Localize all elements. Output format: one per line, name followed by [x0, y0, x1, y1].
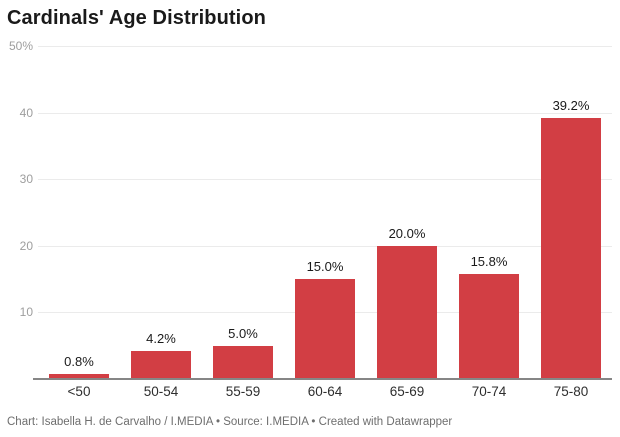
x-tick-label-75-80: 75-80: [553, 384, 589, 399]
bar-60-64: [295, 279, 355, 379]
y-tick-label-50: 50%: [8, 39, 33, 53]
chart-attribution: Chart: Isabella H. de Carvalho / I.MEDIA…: [7, 416, 453, 428]
x-tick-label-60-64: 60-64: [307, 384, 343, 399]
bar-series: 0.8% 4.2% 5.0% 15.0% 20.0% 15.8% 39.2%: [38, 46, 612, 379]
bar-55-59: [213, 345, 273, 379]
y-tick-label-40: 40: [19, 105, 33, 120]
y-tick-label-20: 20: [19, 238, 33, 253]
bar-<50: [49, 373, 109, 379]
bar-70-74: [459, 273, 519, 379]
bar-column-50-54: 4.2%: [120, 46, 202, 379]
y-tick-label-10: 10: [19, 305, 33, 320]
x-tick-label-55-59: 55-59: [225, 384, 261, 399]
bar-value-label-75-80: 39.2%: [552, 97, 590, 113]
bar-column-60-64: 15.0%: [284, 46, 366, 379]
x-tick-label-50-54: 50-54: [143, 384, 179, 399]
bar-value-label-<50: 0.8%: [64, 353, 94, 369]
bar-50-54: [131, 351, 191, 379]
x-tick-label-65-69: 65-69: [389, 384, 425, 399]
gridline-30: [38, 179, 612, 181]
bar-column-70-74: 15.8%: [448, 46, 530, 379]
x-axis-labels: <50 50-54 55-59 60-64 65-69 70-74 75-80: [38, 384, 612, 399]
bar-column-75-80: 39.2%: [530, 46, 612, 379]
chart-title: Cardinals' Age Distribution: [7, 7, 266, 29]
bar-column-55-59: 5.0%: [202, 46, 284, 379]
bar-value-label-70-74: 15.8%: [470, 253, 508, 269]
bar-75-80: [541, 117, 601, 379]
gridline-50: [38, 46, 612, 47]
gridline-20: [38, 245, 612, 247]
x-axis-line: [33, 378, 612, 380]
bar-value-label-50-54: 4.2%: [146, 331, 176, 347]
bar-value-label-65-69: 20.0%: [388, 225, 426, 241]
x-tick-label-70-74: 70-74: [471, 384, 507, 399]
gridline-40: [38, 112, 612, 114]
bar-65-69: [377, 245, 437, 379]
bar-value-label-60-64: 15.0%: [306, 259, 344, 275]
plot-area: 0.8% 4.2% 5.0% 15.0% 20.0% 15.8% 39.2%: [33, 46, 612, 380]
bar-column-<50: 0.8%: [38, 46, 120, 379]
y-tick-label-30: 30: [19, 172, 33, 187]
bar-column-65-69: 20.0%: [366, 46, 448, 379]
bar-value-label-55-59: 5.0%: [228, 325, 258, 341]
x-tick-label-<50: <50: [67, 384, 91, 399]
